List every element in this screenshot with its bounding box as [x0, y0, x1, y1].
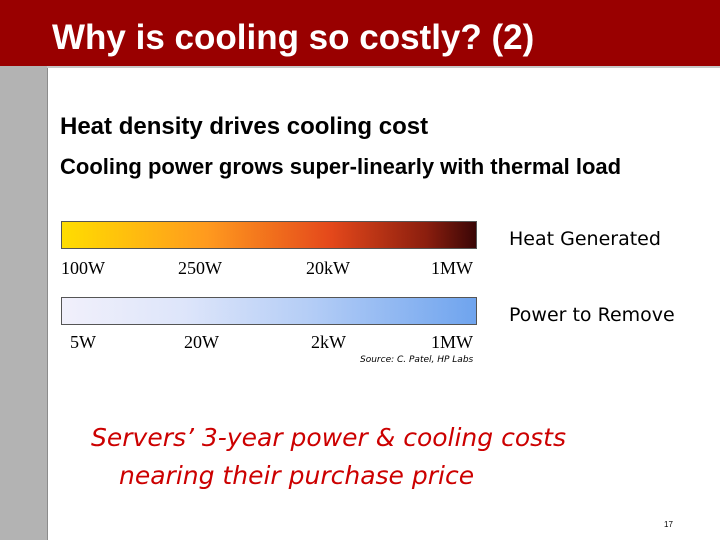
title-bar: Why is cooling so costly? (2): [0, 0, 720, 66]
side-divider: [47, 66, 48, 540]
power-tick-label: 20W: [184, 332, 219, 352]
power-tick-label: 2kW: [311, 332, 346, 352]
heat-tick-label: 250W: [178, 258, 222, 278]
slide-heading: Heat density drives cooling cost: [60, 113, 429, 140]
callout-line-2: nearing their purchase price: [119, 461, 475, 490]
source-citation: Source: C. Patel, HP Labs: [360, 355, 474, 365]
side-bar: [0, 66, 47, 540]
heat-gradient-bar: [61, 221, 477, 249]
power-to-remove-label: Power to Remove: [509, 304, 675, 326]
heat-tick-label: 20kW: [306, 258, 350, 278]
slide-title: Why is cooling so costly? (2): [52, 18, 535, 57]
power-tick-label: 5W: [70, 332, 96, 352]
callout-line-1: Servers’ 3-year power & cooling costs: [91, 423, 566, 452]
power-gradient-bar: [61, 297, 477, 325]
power-tick-label: 1MW: [431, 332, 473, 352]
page-number: 17: [664, 520, 673, 529]
heat-generated-label: Heat Generated: [509, 228, 661, 250]
heat-tick-label: 100W: [61, 258, 105, 278]
heat-tick-label: 1MW: [431, 258, 473, 278]
top-divider: [47, 66, 720, 68]
slide-subheading: Cooling power grows super-linearly with …: [60, 154, 622, 179]
